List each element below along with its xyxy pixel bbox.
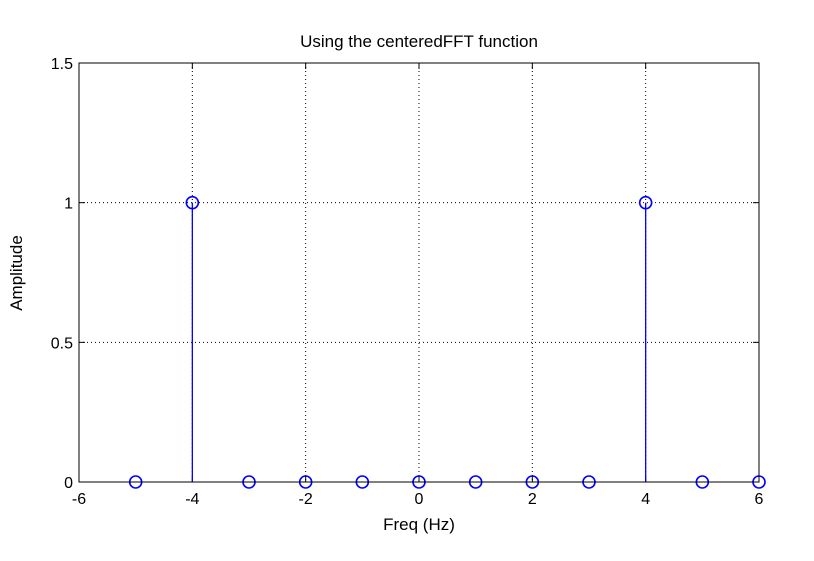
x-tick-label: -6 (72, 491, 86, 508)
axes-frame (78, 62, 760, 483)
y-axis-label: Amplitude (7, 235, 26, 311)
y-tick-label: 1 (64, 196, 73, 213)
y-tick-labels: 0 0.5 1 1.5 (51, 56, 73, 492)
y-tick-label: 0.5 (51, 335, 73, 352)
x-tick-label: -2 (299, 491, 313, 508)
x-axis-label: Freq (Hz) (383, 515, 455, 534)
x-tick-label: 2 (528, 491, 537, 508)
grid-layer (79, 63, 759, 482)
x-tick-label: 0 (415, 491, 424, 508)
x-tick-label: -4 (185, 491, 199, 508)
y-tick-label: 0 (64, 475, 73, 492)
x-tick-labels: -6 -4 -2 0 2 4 6 (72, 491, 764, 508)
axes-border (78, 62, 760, 483)
y-tick-label: 1.5 (51, 56, 73, 73)
stem-marker (185, 195, 200, 210)
chart-title: Using the centeredFFT function (300, 32, 538, 51)
x-tick-label: 6 (755, 491, 764, 508)
x-tick-label: 4 (641, 491, 650, 508)
stem-marker (638, 195, 653, 210)
